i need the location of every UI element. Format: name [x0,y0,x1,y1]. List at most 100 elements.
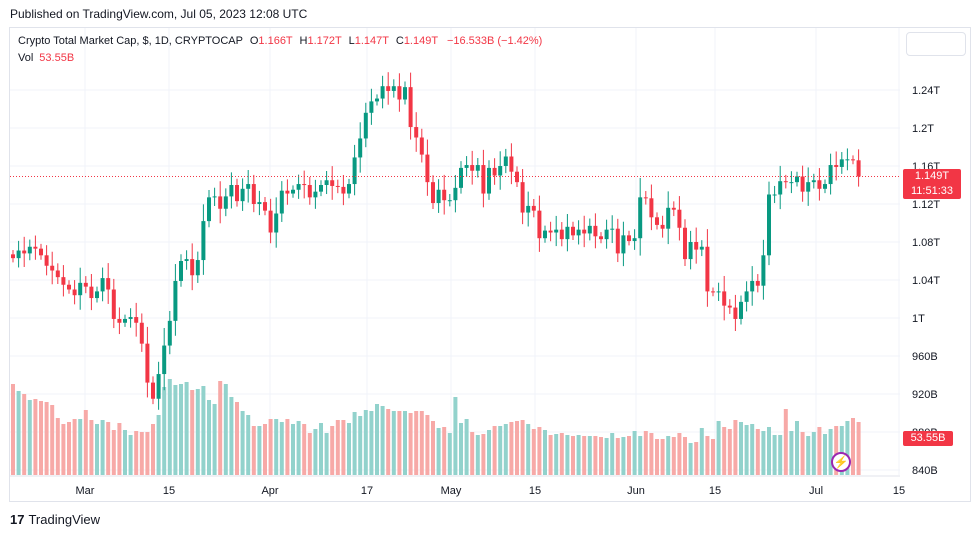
candle [16,250,21,259]
volume-bar [67,422,71,475]
volume-bar [335,420,340,475]
candle [621,235,626,254]
volume-bar [610,433,615,475]
candle [313,191,318,198]
volume-label[interactable]: Vol [18,52,34,64]
candle [660,224,665,229]
volume-bar [279,422,284,475]
volume-bar [576,435,581,475]
candle [27,246,32,254]
candle [442,189,447,201]
volume-bar [548,435,553,475]
volume-bar [503,424,508,475]
candle [319,185,323,192]
candle [778,181,783,195]
low-value: 1.147T [354,35,389,47]
candle [543,230,547,239]
candle [223,196,228,209]
volume-bar [274,419,279,475]
volume-bar [16,391,21,475]
volume-bar [419,411,424,475]
candle [481,165,486,194]
volume-bar [414,411,419,475]
volume-bar [369,411,374,475]
volume-bar [554,434,559,475]
volume-bar [509,422,514,475]
lightning-icon[interactable]: ⚡ [831,452,851,472]
volume-bar [543,430,547,475]
candle [509,156,514,172]
volume-bar [89,420,94,475]
volume-bar [778,435,783,475]
candle [711,291,715,293]
candle [783,181,788,183]
volume-bar [755,429,760,475]
volume-bar [492,426,497,475]
volume-bar [100,420,105,475]
volume-bar [621,437,626,475]
candle [755,280,760,286]
volume-bar [806,436,811,475]
change-value: −16.533B (−1.42%) [446,35,543,47]
candle [201,221,206,261]
volume-bar [291,424,295,475]
volume-bar [431,421,435,475]
price-tick-label: 1.04T [912,275,940,287]
price-axis-settings-button[interactable] [906,32,966,56]
candle [772,194,777,196]
volume-bar [268,419,273,475]
time-tick-label: 15 [529,485,541,497]
symbol-title[interactable]: Crypto Total Market Cap, $, 1D, CRYPTOCA… [18,35,243,47]
volume-legend: Vol 53.55B [18,52,74,64]
volume-bar [767,427,771,475]
volume-bar [638,436,643,475]
volume-bar [604,438,609,475]
candle [240,188,245,202]
candle [666,207,671,229]
time-tick-label: 15 [163,485,175,497]
volume-bar [207,400,211,475]
candle [839,159,844,167]
volume-bar [772,435,777,475]
candle [285,190,290,194]
candle [789,182,794,184]
volume-bar [167,379,172,475]
volume-bar [162,387,167,475]
candle [268,210,273,233]
candle [33,246,38,249]
volume-bar [307,433,312,475]
candle [817,180,822,189]
volume-bar [531,429,536,475]
candle [851,159,855,161]
candle [274,213,279,233]
chart-panel[interactable] [9,27,971,502]
candle [699,246,704,250]
volume-bar [285,419,290,475]
volume-bar [716,421,721,475]
candle [391,86,396,91]
candle [475,165,480,171]
volume-bar [795,421,799,475]
candle [50,265,55,271]
footer-brand[interactable]: 17 TradingView [10,512,100,527]
candle [408,87,413,128]
volume-bar [352,412,357,475]
volume-bar [134,431,139,475]
candle [520,182,525,213]
tradingview-logo-icon: 17 [10,512,25,527]
candle [655,217,659,225]
volume-bar [218,381,223,475]
candle [716,291,721,293]
candle [279,190,284,214]
volume-bar [173,385,178,475]
candle [733,307,738,319]
volume-bar [123,430,127,475]
volume-bar [324,433,329,475]
volume-bar [655,439,659,475]
candle [425,154,430,183]
candle [251,184,256,204]
volume-bar [11,384,15,475]
volume-bar [811,432,816,475]
volume-bar [498,426,503,475]
